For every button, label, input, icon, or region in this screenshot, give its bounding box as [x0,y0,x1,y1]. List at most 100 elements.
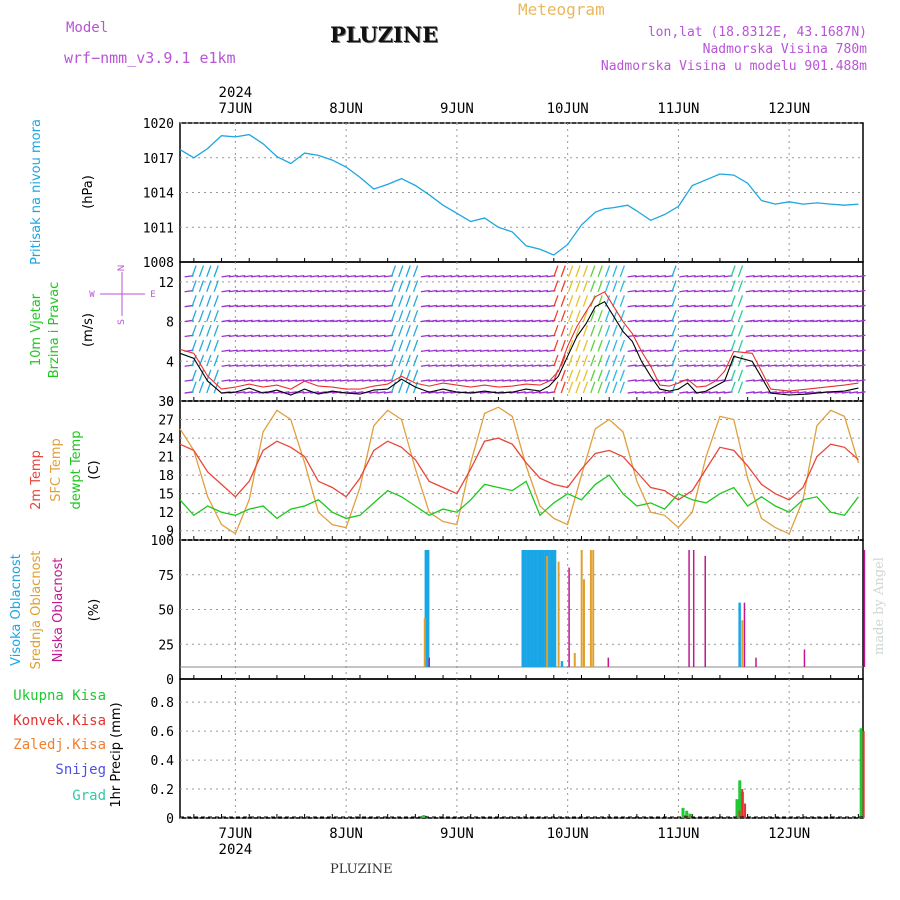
wind-barb [287,364,297,367]
wind-barb [213,295,219,307]
high-cloud-bar [535,550,538,667]
wind-barb [265,334,275,338]
wind-barb [597,280,603,293]
wind-barb [694,349,704,353]
wind-barb [671,324,677,337]
wind-barb [332,319,342,323]
wind-barb [412,280,419,293]
wind-barb [346,379,357,382]
wind-barb [612,381,618,394]
wind-barb [442,274,453,278]
low-cloud-bar [568,567,570,667]
wind-barb [236,364,246,367]
wind-barb [760,349,770,353]
wind-barb [649,349,659,353]
wind-barb [287,391,297,394]
wind-barb [671,280,677,293]
wind-barb [634,379,645,382]
wind-barb [708,274,718,278]
wind-barb [206,354,212,367]
wind-barb [228,304,238,308]
wind-barb [228,319,238,323]
bottom-day-label: 9JUN [440,826,474,842]
wind-barb [789,349,800,353]
wind-barb [420,304,430,308]
wind-barb [567,324,574,337]
wind-barb [775,319,785,323]
high-cloud-bar [546,550,550,667]
wind-barb [273,334,283,338]
conv-precip-bar [744,803,747,818]
wind-barb [531,319,541,323]
wind-barb [797,379,807,382]
wind-barb [826,304,837,308]
wind-barb [701,391,711,394]
wind-barb [737,324,744,337]
compass-n: N [117,265,127,272]
wind-barb [265,304,275,308]
wind-barb [560,280,566,293]
wind-barb [346,349,357,353]
wind-barb [398,310,404,322]
wind-barb [804,349,814,353]
wind-barb [841,349,851,353]
wind-barb [856,289,866,293]
wind-barb [302,319,312,323]
wind-barb [412,339,419,352]
wind-barb [310,274,320,278]
wind-barb [782,349,792,353]
wind-barb [332,364,342,367]
wind-barb [302,364,312,367]
temp-ylabel2: SFC Temp [49,438,64,502]
wind-gust-line [179,291,859,392]
wind-barb [435,289,445,293]
wind-barb [745,274,755,278]
total-precip-bar [422,815,426,818]
wind-barb [775,379,785,382]
wind-barb [582,354,589,367]
wind-barb [280,334,290,338]
wind-barb [627,274,637,278]
wind-barb [797,391,807,394]
wind-barb [590,265,596,278]
wind-barb [369,319,379,323]
high-cloud-bar [544,550,548,667]
wind-barb [760,391,770,394]
wind-barb [841,364,851,367]
wind-barb [575,369,581,382]
wind-barb [376,319,386,323]
wind-ytick-label: 12 [158,276,174,291]
wind-barb [716,304,726,308]
wind-barb [273,379,283,382]
wind-barb [634,319,645,323]
wind-barb [487,274,497,278]
wind-barb [450,289,460,293]
wind-barb [450,274,460,278]
wind-barb [221,289,231,293]
total-precip-bar [735,799,739,818]
wind-barb [302,304,312,308]
wind-barb [450,304,460,308]
mid-cloud-bar [592,550,595,667]
wind-barb [435,319,445,323]
wind-barb [708,364,718,367]
wind-barb [856,379,866,382]
wind-ylabel: 10m Vjetar [29,293,44,366]
wind-barb [265,274,275,278]
wind-barb [524,334,534,338]
wind-speed-line [179,300,859,396]
wind-barb [753,379,763,382]
wind-barb [420,364,430,367]
wind-barb [516,289,526,293]
wind-barb [295,379,305,382]
wind-barb [634,364,645,367]
wind-barb [538,379,549,382]
wind-barb [494,349,504,353]
wind-barb [465,364,475,367]
wind-barb [812,334,822,338]
wind-barb [760,379,770,382]
wind-barb [206,324,212,337]
wind-barb [671,265,677,278]
bottom-day-label: 7JUN [219,826,253,842]
precip-ytick-label: 0 [166,812,174,827]
